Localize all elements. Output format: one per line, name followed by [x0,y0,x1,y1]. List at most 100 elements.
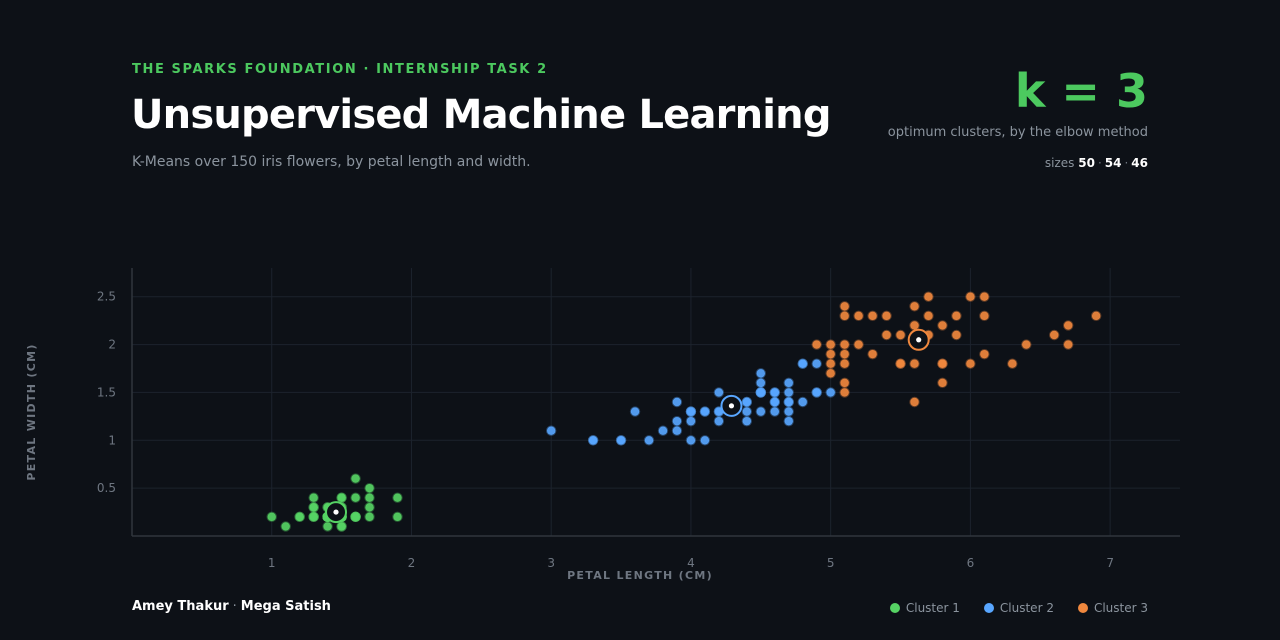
data-point-cluster-1 [308,502,319,513]
data-point-cluster-2 [755,377,766,389]
data-point-cluster-3 [1021,339,1032,350]
data-point-cluster-2 [685,406,697,417]
authors: Amey Thakur · Mega Satish [132,599,331,614]
data-point-cluster-2 [797,396,808,408]
data-point-cluster-2 [783,396,794,408]
data-point-cluster-2 [769,396,780,408]
data-point-cluster-3 [1049,329,1060,341]
data-point-cluster-3 [895,329,906,341]
data-point-cluster-2 [587,435,599,446]
y-tick-label: 2 [108,338,116,352]
data-point-cluster-3 [1090,310,1102,322]
data-point-cluster-2 [657,425,669,436]
legend-item-cluster-2: Cluster 2 [983,601,1054,615]
legend-dot-icon [983,603,994,613]
data-point-cluster-1 [322,521,333,532]
data-point-cluster-1 [308,492,319,503]
data-point-cluster-2 [699,435,711,446]
data-point-cluster-2 [671,396,683,408]
data-point-cluster-3 [839,348,850,360]
centroid-dot-cluster-2 [728,403,735,409]
data-point-cluster-1 [364,482,375,494]
data-point-cluster-3 [1063,339,1074,350]
data-point-cluster-3 [909,396,920,408]
data-point-cluster-3 [1007,358,1018,369]
data-point-cluster-3 [853,310,864,322]
data-point-cluster-3 [937,358,948,369]
data-point-cluster-2 [783,387,794,398]
y-tick-label: 1 [108,433,116,447]
page-subtitle: K-Means over 150 iris flowers, by petal … [132,154,531,170]
y-tick-label: 1.5 [97,385,116,399]
data-point-cluster-2 [741,406,753,417]
data-point-cluster-1 [294,511,305,523]
cluster-sizes: sizes 50 · 54 · 46 [1045,156,1148,170]
data-point-cluster-3 [839,358,850,369]
data-point-cluster-2 [783,377,794,389]
chart-legend: Cluster 1 Cluster 2 Cluster 3 [889,601,1148,615]
data-point-cluster-1 [364,511,375,523]
data-point-cluster-1 [350,511,361,523]
data-point-cluster-2 [755,387,766,398]
axes [131,268,1180,537]
data-point-cluster-2 [783,415,794,427]
data-point-cluster-1 [280,521,291,532]
data-point-cluster-1 [350,473,361,484]
data-point-cluster-2 [713,415,725,427]
data-point-cluster-1 [308,511,319,523]
legend-label: Cluster 2 [999,601,1054,615]
x-tick-label: 6 [967,556,975,570]
data-point-cluster-3 [951,329,962,341]
data-point-cluster-2 [741,415,753,427]
data-point-cluster-2 [783,406,794,417]
data-point-cluster-3 [937,320,948,331]
data-point-cluster-1 [392,492,403,503]
centroid-dot-cluster-3 [916,337,922,343]
y-axis-label: PETAL WIDTH (CM) [25,343,38,480]
data-point-cluster-3 [965,358,976,369]
data-point-cluster-3 [839,377,850,389]
centroids [325,328,930,524]
legend-dot-icon [889,603,900,613]
k-value: k = 3 [1014,64,1148,118]
data-point-cluster-3 [881,329,892,341]
data-point-cluster-1 [336,521,347,532]
y-tick-label: 0.5 [97,481,116,495]
data-point-cluster-3 [839,387,850,398]
x-tick-label: 3 [547,556,555,570]
author-separator: · [232,599,237,614]
legend-label: Cluster 3 [1093,601,1148,615]
x-tick-label: 7 [1106,556,1114,570]
data-point-cluster-1 [266,511,277,523]
data-point-cluster-3 [867,348,878,360]
size-cluster-1: 50 [1078,156,1095,170]
size-cluster-3: 46 [1131,156,1148,170]
data-point-cluster-3 [909,358,920,369]
data-point-cluster-2 [797,358,808,369]
legend-item-cluster-3: Cluster 3 [1077,601,1148,615]
data-point-cluster-3 [895,358,906,369]
data-point-cluster-3 [909,301,920,312]
data-point-cluster-2 [769,406,780,417]
x-tick-label: 5 [827,556,835,570]
page-title: Unsupervised Machine Learning [131,92,831,138]
data-point-cluster-3 [825,358,836,369]
legend-dot-icon [1077,603,1088,613]
data-point-cluster-3 [979,348,990,360]
data-point-cluster-1 [350,492,361,503]
sizes-label: sizes [1044,156,1075,170]
size-separator: · [1097,156,1102,170]
data-point-cluster-2 [699,406,711,417]
y-tick-label: 2.5 [97,290,116,304]
data-point-cluster-1 [392,511,403,523]
data-point-cluster-3 [825,339,836,350]
data-point-cluster-2 [755,368,766,379]
data-point-cluster-3 [923,310,934,322]
data-point-cluster-3 [839,301,850,312]
legend-item-cluster-1: Cluster 1 [889,601,960,615]
data-point-cluster-2 [825,387,836,398]
data-point-cluster-2 [811,387,822,398]
data-point-cluster-3 [867,310,878,322]
data-point-cluster-2 [685,415,697,427]
data-point-cluster-2 [741,396,753,408]
